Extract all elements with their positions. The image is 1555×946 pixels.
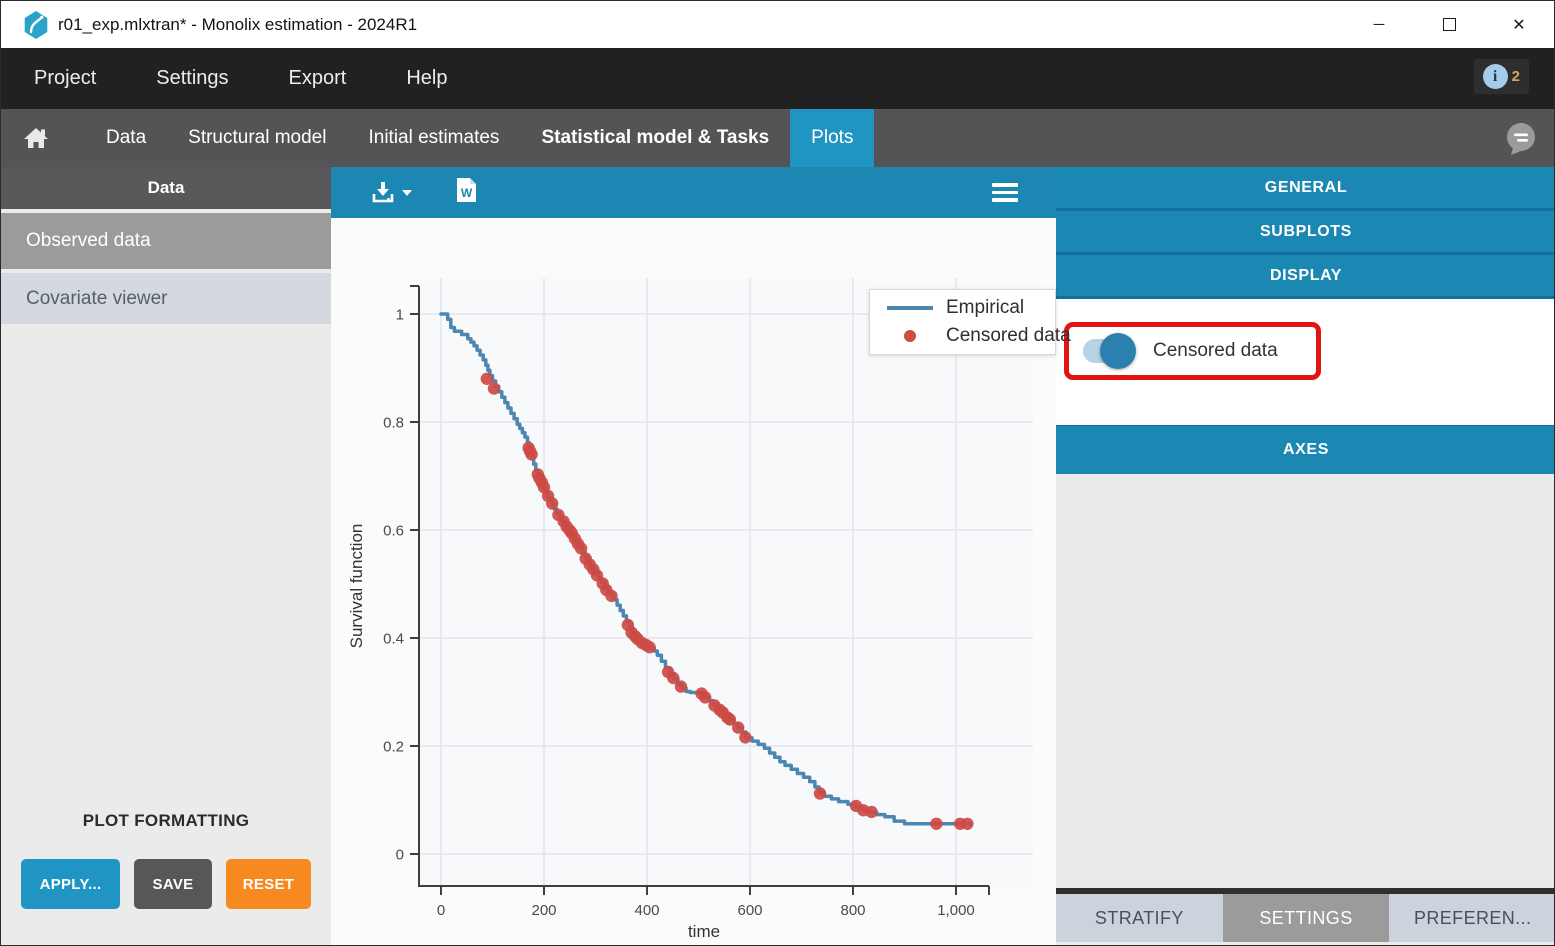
section-general[interactable]: GENERAL (1056, 167, 1554, 211)
settings-panel: GENERAL SUBPLOTS DISPLAY Censored data A… (1056, 167, 1554, 945)
tab-preferences[interactable]: PREFEREN... (1389, 894, 1554, 942)
menu-help[interactable]: Help (406, 67, 448, 89)
close-button[interactable]: ✕ (1512, 16, 1526, 34)
sidebar-item-observed-data[interactable]: Observed data (1, 213, 331, 269)
panel-separator (1056, 888, 1554, 894)
monolix-logo-icon (24, 10, 48, 39)
info-icon: i (1482, 64, 1508, 89)
tab-initial-estimates[interactable]: Initial estimates (368, 127, 500, 148)
menu-export[interactable]: Export (288, 67, 347, 89)
window-title: r01_exp.mlxtran* - Monolix estimation - … (58, 14, 418, 34)
svg-text:400: 400 (634, 902, 659, 919)
tab-data[interactable]: Data (106, 127, 147, 148)
svg-text:1,000: 1,000 (937, 902, 975, 919)
survival-plot-svg: 0 0.2 0.4 0.6 0.8 1 0 200 400 600 800 1,000 time Surv… (347, 278, 1033, 941)
export-to-word-button[interactable]: W (456, 177, 477, 208)
notification-count: 2 (1511, 68, 1520, 85)
svg-text:time: time (688, 922, 720, 941)
section-display[interactable]: DISPLAY (1056, 255, 1554, 299)
svg-text:Survival function: Survival function (347, 524, 366, 649)
svg-text:200: 200 (531, 902, 556, 919)
tab-structural-model[interactable]: Structural model (188, 127, 327, 148)
download-plot-button[interactable] (371, 181, 412, 204)
panel-bottom-tabs: STRATIFY SETTINGS PREFEREN... (1056, 894, 1554, 942)
legend-label: Censored data (946, 325, 1071, 346)
maximize-icon (1442, 18, 1456, 31)
legend-dot-icon (904, 330, 916, 342)
censored-data-highlight: Censored data (1064, 322, 1321, 380)
menu-project[interactable]: Project (34, 67, 97, 89)
svg-text:0: 0 (437, 902, 445, 919)
menu-settings[interactable]: Settings (156, 67, 229, 89)
plot-toolbar: W (331, 167, 1056, 218)
survival-chart: 0 0.2 0.4 0.6 0.8 1 0 200 400 600 800 1,000 time Surv… (331, 218, 1071, 945)
reset-button[interactable]: RESET (226, 859, 311, 909)
section-subplots[interactable]: SUBPLOTS (1056, 211, 1554, 255)
svg-text:0.2: 0.2 (383, 739, 404, 756)
tab-settings[interactable]: SETTINGS (1222, 894, 1390, 942)
tab-plots[interactable]: Plots (790, 109, 875, 167)
svg-text:0.4: 0.4 (383, 631, 404, 648)
svg-text:0.6: 0.6 (383, 523, 404, 540)
svg-text:800: 800 (840, 902, 865, 919)
tab-stratify[interactable]: STRATIFY (1056, 894, 1223, 942)
feedback-button[interactable] (1505, 122, 1537, 161)
censored-data-toggle[interactable] (1083, 333, 1136, 369)
legend-line-icon (887, 306, 933, 310)
svg-text:600: 600 (737, 902, 762, 919)
chart-legend: Empirical Censored data (869, 289, 1071, 355)
left-sidebar: Data Observed data Covariate viewer PLOT… (1, 167, 331, 945)
word-export-icon: W (457, 178, 476, 202)
menu-icon (992, 183, 1018, 187)
section-axes[interactable]: AXES (1056, 425, 1554, 474)
home-icon (24, 128, 48, 148)
plot-panel: W 0 0.2 0.4 0.6 0.8 1 0 200 400 600 800 1,000 time Su… (331, 167, 1071, 945)
chat-icon (1507, 123, 1535, 155)
minimize-button[interactable]: ─ (1373, 16, 1385, 33)
sidebar-item-covariate-viewer[interactable]: Covariate viewer (1, 273, 331, 324)
maximize-button[interactable] (1440, 16, 1458, 34)
svg-text:0: 0 (396, 847, 404, 864)
panel-bottom-strip (1056, 942, 1554, 945)
menu-bar: Project Settings Export Help i 2 (1, 48, 1554, 109)
svg-text:W: W (461, 186, 473, 200)
home-tab[interactable] (23, 109, 49, 167)
toggle-knob-icon (1100, 333, 1136, 369)
plot-formatting-section: PLOT FORMATTING APPLY... SAVE RESET (21, 811, 311, 909)
svg-text:0.8: 0.8 (383, 415, 404, 432)
display-section-body: Censored data (1056, 299, 1554, 425)
dropdown-caret-icon (402, 189, 412, 196)
plot-formatting-title: PLOT FORMATTING (82, 811, 250, 830)
main-tab-bar: Data Structural model Initial estimates … (1, 109, 1554, 167)
censored-data-toggle-label: Censored data (1153, 340, 1278, 361)
legend-entry: Censored data (887, 325, 1071, 347)
svg-text:1: 1 (396, 307, 404, 324)
tab-statistical-model-tasks[interactable]: Statistical model & Tasks (541, 127, 770, 148)
legend-entry: Empirical (887, 297, 1055, 319)
apply-button[interactable]: APPLY... (21, 859, 120, 909)
save-button[interactable]: SAVE (134, 859, 212, 909)
legend-label: Empirical (946, 297, 1025, 318)
plot-menu-button[interactable] (992, 183, 1018, 202)
panel-filler (1056, 474, 1554, 888)
sidebar-header: Data (1, 167, 331, 209)
download-icon (372, 182, 394, 203)
notification-badge[interactable]: i 2 (1473, 59, 1529, 94)
title-bar: r01_exp.mlxtran* - Monolix estimation - … (1, 1, 1554, 48)
